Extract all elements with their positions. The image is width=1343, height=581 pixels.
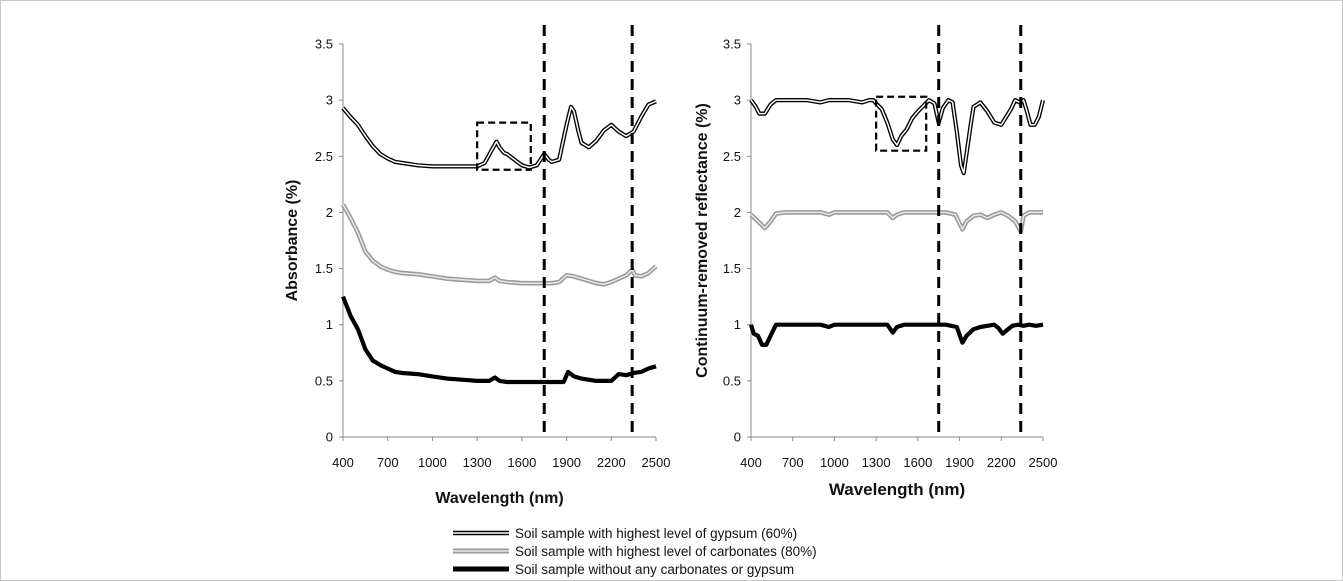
- y-tick-label: 1: [326, 317, 333, 332]
- legend-swatch-double-black: [453, 530, 509, 536]
- x-tick-label: 1300: [463, 455, 492, 470]
- series-line-outer: [340, 203, 658, 287]
- legend-swatch-solid-black: [453, 566, 509, 572]
- y-tick-label: 2.5: [315, 149, 333, 164]
- legend-label-gypsum: Soil sample with highest level of gypsum…: [515, 525, 798, 541]
- legend-item-gypsum: Soil sample with highest level of gypsum…: [453, 524, 817, 542]
- x-tick-label: 1000: [418, 455, 447, 470]
- y-tick-label: 3: [326, 93, 333, 108]
- y-tick-label: 0.5: [315, 373, 333, 388]
- legend: Soil sample with highest level of gypsum…: [453, 524, 817, 578]
- legend-item-none: Soil sample without any carbonates or gy…: [453, 560, 817, 578]
- y-tick-label: 0: [326, 430, 333, 445]
- series-line-outer: [341, 99, 657, 170]
- x-axis-label: Wavelength (nm): [435, 490, 563, 507]
- y-tick-label: 3.5: [315, 37, 333, 52]
- x-tick-label: 700: [377, 455, 399, 470]
- series-1: [340, 203, 658, 287]
- series-line-inner: [342, 204, 657, 286]
- x-tick-label: 400: [332, 455, 354, 470]
- legend-label-carbonates: Soil sample with highest level of carbon…: [515, 543, 817, 559]
- series-line-inner: [342, 100, 657, 169]
- series-line: [341, 295, 657, 385]
- series-0: [341, 99, 657, 170]
- highlight-dashed-box: [476, 121, 532, 171]
- x-tick-label: 2200: [597, 455, 626, 470]
- series-2: [341, 295, 657, 385]
- legend-swatch-double-gray: [453, 548, 509, 554]
- absorbance-chart: 0 0.5 1 1.5 2 2.5 3 3.5 400 700 1000 1300 1600 1900 22…: [284, 25, 671, 507]
- x-tick-label: 2500: [642, 455, 671, 470]
- legend-item-carbonates: Soil sample with highest level of carbon…: [453, 542, 817, 560]
- y-axis-label: Absorbance (%): [284, 180, 301, 302]
- x-tick-label: 1900: [552, 455, 581, 470]
- legend-label-none: Soil sample without any carbonates or gy…: [515, 561, 795, 577]
- y-tick-label: 1.5: [315, 261, 333, 276]
- x-tick-label: 1600: [507, 455, 536, 470]
- y-tick-label: 2: [326, 205, 333, 220]
